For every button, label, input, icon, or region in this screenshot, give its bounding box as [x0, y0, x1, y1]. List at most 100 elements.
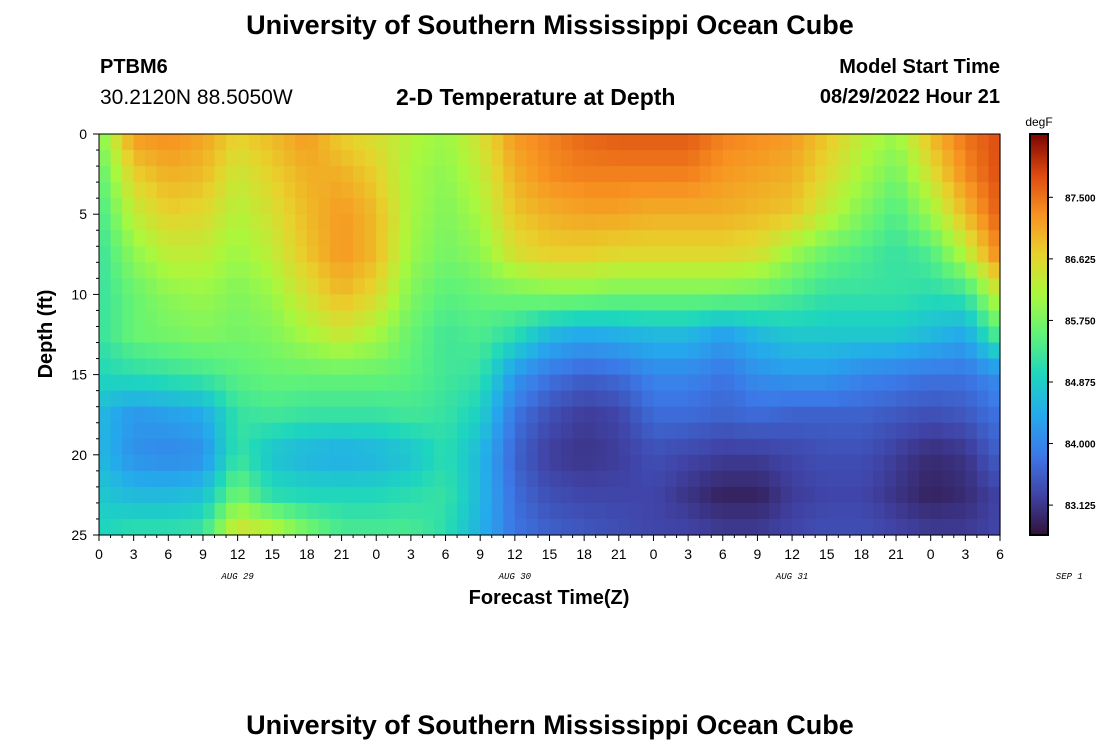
heatmap-cell: [537, 342, 551, 360]
heatmap-cell: [399, 454, 412, 472]
heatmap-cell: [884, 310, 897, 328]
heatmap-cell: [353, 454, 366, 472]
heatmap-cell: [306, 278, 320, 295]
heatmap-cell: [99, 214, 112, 231]
heatmap-cell: [884, 246, 897, 263]
heatmap-cell: [99, 198, 112, 215]
heatmap-cell: [526, 310, 539, 328]
heatmap-cell: [665, 326, 678, 344]
heatmap-cell: [433, 278, 447, 295]
heatmap-cell: [561, 150, 574, 167]
heatmap-cell: [688, 374, 701, 392]
heatmap-cell: [491, 198, 504, 215]
heatmap-cell: [803, 422, 816, 440]
heatmap-cell: [283, 358, 296, 376]
heatmap-cell: [734, 182, 747, 199]
heatmap-cell: [318, 214, 331, 231]
heatmap-cell: [641, 262, 655, 279]
heatmap-cell: [433, 166, 447, 183]
heatmap-cell: [653, 470, 666, 488]
heatmap-cell: [376, 342, 389, 360]
heatmap-cell: [422, 310, 435, 328]
heatmap-cell: [722, 406, 735, 424]
heatmap-cell: [745, 470, 759, 488]
heatmap-cell: [584, 486, 597, 504]
heatmap-cell: [318, 486, 331, 504]
colorbar-tick-label: 87.500: [1065, 193, 1096, 204]
heatmap-cell: [965, 470, 978, 488]
heatmap-cell: [803, 310, 816, 328]
heatmap-cell: [295, 230, 308, 247]
heatmap-cell: [919, 134, 932, 151]
heatmap-cell: [618, 438, 631, 456]
heatmap-cell: [179, 358, 193, 376]
heatmap-cell: [110, 374, 123, 392]
heatmap-cell: [145, 486, 158, 504]
heatmap-cell: [364, 438, 377, 456]
heatmap-cell: [572, 390, 585, 408]
heatmap-cell: [283, 214, 296, 231]
heatmap-cell: [942, 198, 955, 215]
heatmap-cell: [156, 374, 169, 392]
heatmap-cell: [780, 470, 793, 488]
heatmap-cell: [295, 262, 308, 279]
heatmap-cell: [849, 230, 862, 247]
heatmap-cell: [283, 422, 296, 440]
heatmap-cell: [330, 342, 343, 360]
heatmap-cell: [318, 502, 331, 520]
heatmap-cell: [341, 470, 354, 488]
heatmap-cell: [641, 374, 655, 392]
heatmap-cell: [561, 518, 574, 536]
heatmap-cell: [665, 246, 678, 263]
heatmap-cell: [976, 454, 990, 472]
heatmap-cell: [526, 294, 539, 312]
heatmap-cell: [745, 166, 759, 183]
heatmap-cell: [630, 454, 643, 472]
heatmap-cell: [653, 294, 666, 312]
heatmap-cell: [630, 326, 643, 344]
heatmap-cell: [630, 422, 643, 440]
heatmap-cell: [711, 326, 724, 344]
heatmap-cell: [122, 470, 135, 488]
heatmap-cell: [226, 406, 239, 424]
heatmap-cell: [341, 310, 354, 328]
heatmap-cell: [896, 422, 909, 440]
heatmap-cell: [341, 214, 354, 231]
heatmap-cell: [942, 518, 955, 536]
heatmap-cell: [214, 310, 227, 328]
footer-title: University of Southern Mississippi Ocean…: [246, 710, 854, 740]
heatmap-cell: [526, 134, 539, 151]
heatmap-cell: [815, 374, 828, 392]
heatmap-cell: [480, 246, 493, 263]
heatmap-cell: [780, 406, 793, 424]
heatmap-cell: [896, 166, 909, 183]
heatmap-cell: [202, 358, 216, 376]
heatmap-cell: [468, 262, 481, 279]
heatmap-cell: [757, 150, 770, 167]
heatmap-cell: [618, 134, 631, 151]
heatmap-cell: [699, 518, 712, 536]
heatmap-cell: [930, 358, 943, 376]
heatmap-cell: [214, 150, 227, 167]
heatmap-cell: [745, 278, 759, 295]
heatmap-cell: [480, 358, 493, 376]
heatmap-cell: [803, 518, 816, 536]
heatmap-cell: [341, 198, 354, 215]
heatmap-cell: [260, 438, 273, 456]
heatmap-cell: [780, 422, 793, 440]
heatmap-cell: [919, 422, 932, 440]
heatmap-cell: [156, 134, 169, 151]
heatmap-cell: [630, 182, 643, 199]
x-tick-label: 15: [264, 546, 280, 562]
heatmap-cell: [145, 134, 158, 151]
heatmap-cell: [630, 342, 643, 360]
heatmap-cell: [838, 182, 851, 199]
heatmap-cell: [872, 470, 886, 488]
heatmap-cell: [491, 294, 504, 312]
heatmap-cell: [849, 438, 862, 456]
heatmap-cell: [537, 470, 551, 488]
heatmap-cell: [768, 294, 782, 312]
heatmap-cell: [641, 390, 655, 408]
heatmap-cell: [133, 486, 146, 504]
